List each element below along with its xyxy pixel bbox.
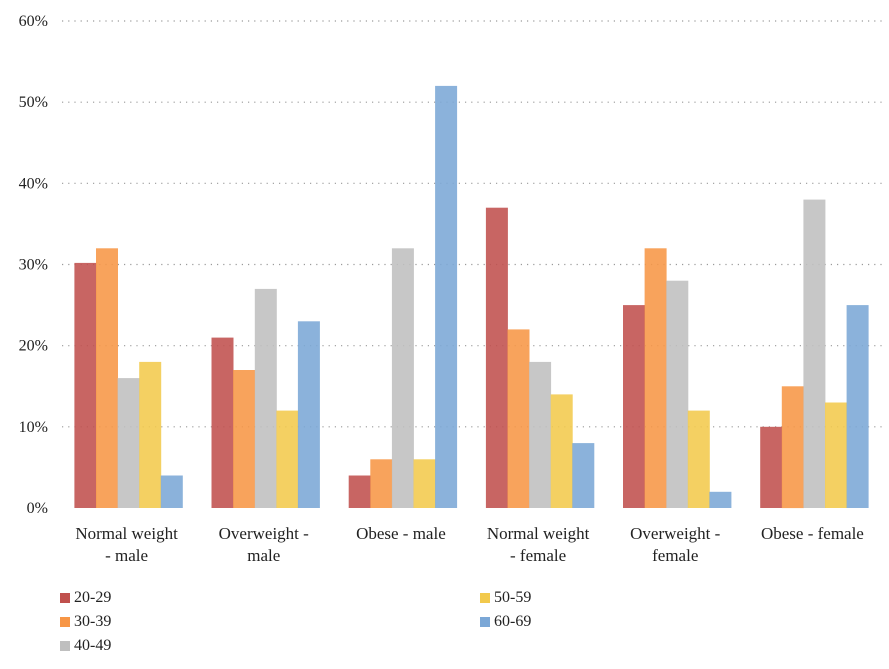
- legend-label: 50-59: [494, 589, 532, 606]
- bar-30-39-2: [370, 459, 393, 508]
- x-axis-labels: Normal weight - male Overweight -male Obese…: [75, 524, 864, 565]
- bar-30-39-4: [644, 248, 667, 509]
- bar-20-29-4: [623, 305, 645, 508]
- y-tick-label: 30%: [19, 257, 48, 274]
- bar-50-59-2: [413, 459, 436, 508]
- bar-30-39-1: [233, 370, 256, 508]
- bar-20-29-3: [485, 207, 508, 508]
- legend-swatch: [60, 641, 70, 651]
- bar-20-29-2: [348, 475, 371, 508]
- bar-30-39-0: [96, 248, 118, 509]
- legend-label: 30-39: [74, 613, 112, 630]
- bar-40-49-0: [117, 378, 140, 508]
- bar-60-69-3: [572, 443, 595, 508]
- bar-60-69-0: [160, 475, 183, 508]
- gridlines: [62, 20, 885, 428]
- bar-20-29-0: [74, 262, 97, 508]
- bar-chart: 0% 10% 20% 30% 40% 50% 60% Normal weight - male…: [19, 13, 885, 565]
- bar-30-39-3: [507, 329, 530, 508]
- bar-40-49-4: [666, 280, 689, 508]
- bars: [74, 85, 869, 509]
- y-tick-label: 0%: [27, 500, 48, 517]
- x-category-label: Obese - male: [356, 524, 446, 543]
- legend-item-50-59: 50-59: [480, 586, 531, 610]
- bar-60-69-5: [846, 305, 869, 508]
- legend-item-60-69: 60-69: [480, 610, 531, 634]
- legend-item-30-39: 30-39: [60, 610, 111, 634]
- y-tick-label: 50%: [19, 94, 48, 111]
- x-category-label: Normal weight - female: [487, 524, 590, 565]
- bar-40-49-5: [803, 199, 826, 508]
- x-category-label: Normal weight - male: [75, 524, 178, 565]
- bar-50-59-1: [276, 410, 299, 508]
- y-tick-label: 20%: [19, 338, 48, 355]
- bar-30-39-5: [781, 386, 804, 509]
- x-category-label: Obese - female: [761, 524, 864, 543]
- legend-swatch: [60, 617, 70, 627]
- y-tick-label: 60%: [19, 13, 48, 30]
- bar-20-29-5: [760, 426, 783, 508]
- bar-20-29-1: [211, 337, 234, 508]
- bar-40-49-1: [254, 288, 277, 508]
- legend-label: 40-49: [74, 637, 112, 654]
- bar-40-49-2: [391, 248, 414, 509]
- bar-50-59-5: [825, 402, 847, 508]
- bar-60-69-4: [709, 491, 732, 508]
- legend-label: 20-29: [74, 589, 112, 606]
- bar-50-59-4: [687, 410, 710, 508]
- bar-40-49-3: [529, 361, 552, 508]
- bar-60-69-2: [435, 85, 458, 509]
- legend-item-40-49: 40-49: [60, 634, 111, 658]
- y-tick-label: 10%: [19, 419, 48, 436]
- y-tick-label: 40%: [19, 175, 48, 192]
- y-axis-ticks: 0% 10% 20% 30% 40% 50% 60%: [19, 13, 48, 517]
- x-category-label: Overweight -male: [219, 524, 310, 565]
- legend-swatch: [480, 593, 490, 603]
- legend-item-20-29: 20-29: [60, 586, 111, 610]
- bar-50-59-0: [139, 361, 162, 508]
- legend-swatch: [480, 617, 490, 627]
- legend-label: 60-69: [494, 613, 532, 630]
- bar-60-69-1: [297, 321, 320, 508]
- x-category-label: Overweight -female: [630, 524, 721, 565]
- legend: 20-29 30-39 40-49 50-59 60-69: [60, 586, 860, 666]
- legend-swatch: [60, 593, 70, 603]
- bar-50-59-3: [550, 394, 573, 508]
